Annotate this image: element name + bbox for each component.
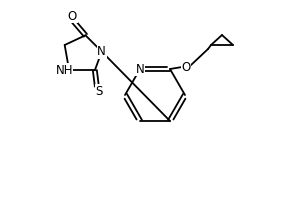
Text: S: S: [95, 85, 103, 98]
Text: NH: NH: [56, 64, 73, 77]
Text: O: O: [68, 10, 77, 23]
Text: N: N: [136, 63, 144, 76]
Text: O: O: [182, 61, 190, 74]
Text: N: N: [97, 45, 106, 58]
